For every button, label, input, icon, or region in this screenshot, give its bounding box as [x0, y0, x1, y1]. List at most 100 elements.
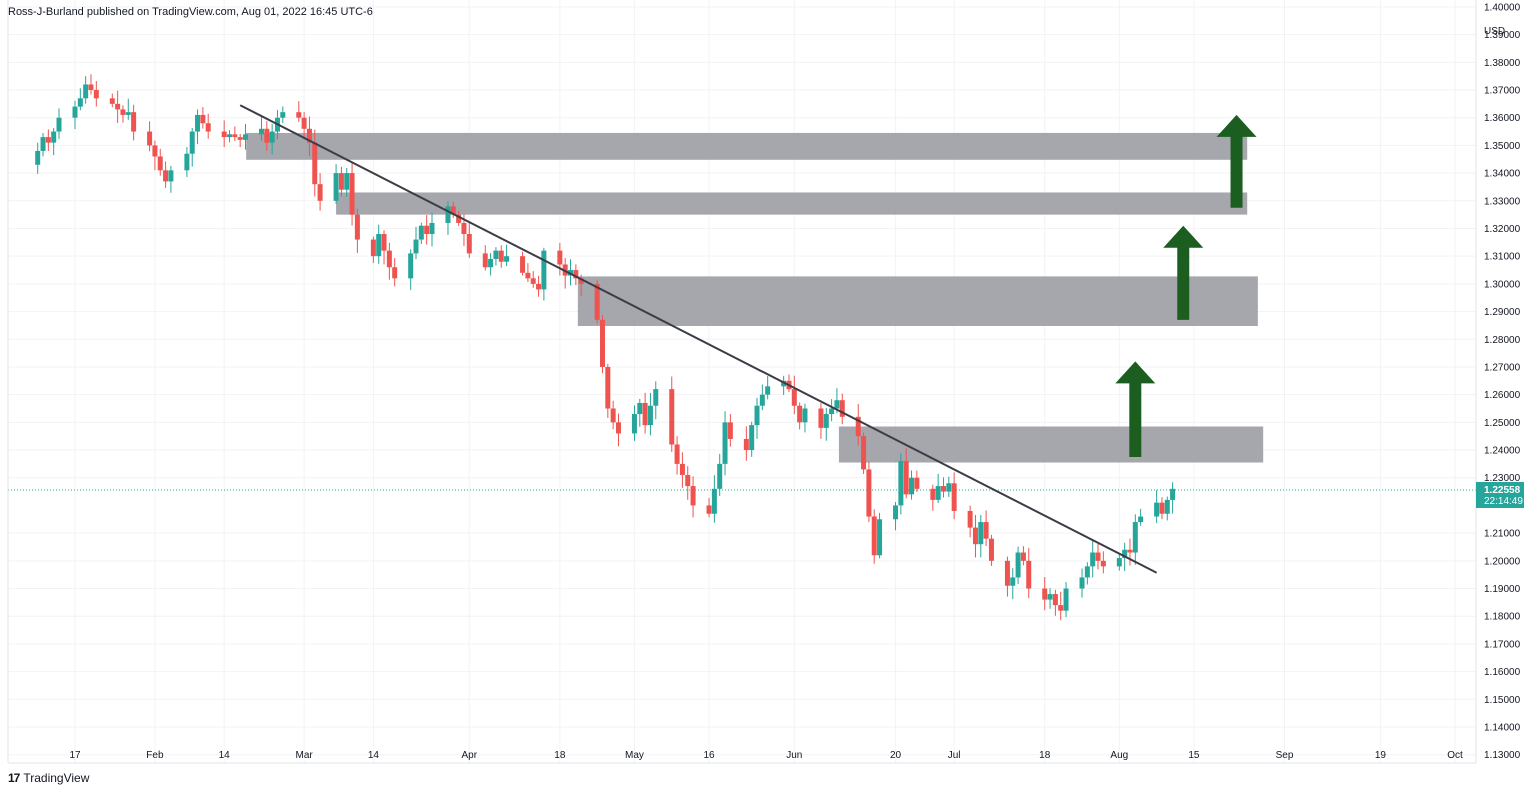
- last-price-value: 1.22558: [1484, 485, 1521, 496]
- candle-body: [983, 522, 989, 539]
- tradingview-footer[interactable]: 17 TradingView: [8, 771, 89, 785]
- candle-body: [855, 416, 861, 437]
- candle-body: [722, 422, 728, 464]
- candle-body: [839, 400, 845, 417]
- candle-body: [743, 438, 749, 451]
- y-tick-label: 1.38000: [1484, 58, 1521, 69]
- y-tick-label: 1.28000: [1484, 335, 1521, 346]
- y-tick-label: 1.21000: [1484, 529, 1521, 540]
- candle-body: [466, 234, 472, 254]
- candle-body: [631, 414, 637, 434]
- y-tick-label: 1.32000: [1484, 224, 1521, 235]
- candle-body: [594, 283, 600, 320]
- x-tick-label: Jun: [786, 750, 802, 761]
- candle-body: [615, 422, 621, 434]
- candle-body: [200, 114, 206, 124]
- y-tick-label: 1.30000: [1484, 279, 1521, 290]
- candle-body: [674, 444, 680, 464]
- x-axis-ticks: 17 Feb 14 Mar 14 Apr 18 May 16 Jun 20 Jul 18 Aug 15 Sep…: [69, 750, 1463, 761]
- candle-body: [221, 131, 227, 138]
- trendline[interactable]: [239, 104, 1158, 574]
- currency-label: USD: [1484, 26, 1505, 37]
- candle-body: [637, 402, 643, 415]
- y-tick-label: 1.25000: [1484, 418, 1521, 429]
- candle-body: [115, 103, 121, 110]
- candle-body: [1084, 566, 1090, 578]
- x-tick-label: 20: [890, 750, 902, 761]
- bar-countdown: 22:14:49: [1484, 496, 1523, 507]
- candle-body: [1116, 558, 1122, 567]
- candle-body: [653, 389, 659, 406]
- tradingview-logo-icon: 17: [8, 771, 20, 785]
- candle-body: [893, 505, 899, 520]
- resistance-zone: [577, 276, 1258, 326]
- candle-body: [301, 117, 307, 129]
- x-tick-label: Mar: [295, 750, 313, 761]
- candle-body: [456, 214, 462, 223]
- resistance-zone: [246, 132, 1248, 160]
- candle-body: [951, 483, 957, 511]
- candle-body: [978, 522, 984, 545]
- candle-body: [338, 173, 344, 190]
- candle-body: [669, 389, 675, 445]
- candle-body: [195, 114, 201, 132]
- candle-body: [536, 283, 542, 290]
- y-tick-label: 1.34000: [1484, 169, 1521, 180]
- candle-body: [525, 272, 531, 279]
- candle-body: [765, 386, 771, 395]
- candle-body: [205, 123, 211, 132]
- candle-body: [530, 278, 536, 284]
- candle-body: [679, 463, 685, 475]
- candle-body: [461, 222, 467, 235]
- grid-lines: [8, 0, 1476, 763]
- candle-body: [1063, 588, 1069, 611]
- y-tick-label: 1.33000: [1484, 196, 1521, 207]
- y-tick-label: 1.23000: [1484, 473, 1521, 484]
- candle-body: [243, 134, 249, 140]
- candle-body: [125, 112, 131, 115]
- y-tick-label: 1.14000: [1484, 722, 1521, 733]
- tradingview-brand: TradingView: [23, 771, 90, 785]
- y-tick-label: 1.29000: [1484, 307, 1521, 318]
- candle-body: [306, 128, 312, 143]
- candle-body: [152, 145, 158, 157]
- x-tick-label: 16: [703, 750, 715, 761]
- candle-body: [972, 527, 978, 545]
- y-tick-label: 1.26000: [1484, 390, 1521, 401]
- candle-body: [1122, 549, 1128, 559]
- candle-body: [940, 486, 946, 492]
- candle-body: [877, 519, 883, 556]
- candle-body: [493, 250, 499, 259]
- candle-body: [871, 516, 877, 556]
- candle-body: [834, 400, 840, 409]
- candle-body: [237, 137, 243, 140]
- x-tick-label: 14: [219, 750, 231, 761]
- x-tick-label: 15: [1188, 750, 1200, 761]
- candle-body: [88, 84, 94, 91]
- candle-body: [930, 488, 936, 500]
- y-tick-label: 1.13000: [1484, 750, 1521, 761]
- candle-body: [1138, 516, 1144, 523]
- candle-body: [706, 505, 712, 514]
- candle-body: [354, 214, 360, 240]
- candle-body: [1052, 594, 1058, 606]
- candle-body: [967, 510, 973, 528]
- x-tick-label: May: [625, 750, 644, 761]
- candle-body: [450, 206, 456, 215]
- candle-body: [386, 250, 392, 268]
- candle-body: [227, 134, 233, 138]
- candle-body: [578, 278, 584, 284]
- candle-body: [77, 98, 83, 107]
- candle-body: [482, 253, 488, 268]
- y-tick-label: 1.17000: [1484, 639, 1521, 650]
- x-tick-label: 18: [554, 750, 566, 761]
- candle-body: [408, 253, 414, 279]
- candle-body: [1090, 552, 1096, 567]
- candle-body: [1004, 560, 1010, 586]
- candle-body: [131, 112, 137, 132]
- candle-body: [1058, 605, 1064, 611]
- candle-body: [333, 173, 339, 201]
- candle-body: [93, 90, 99, 99]
- candle-body: [1042, 588, 1048, 600]
